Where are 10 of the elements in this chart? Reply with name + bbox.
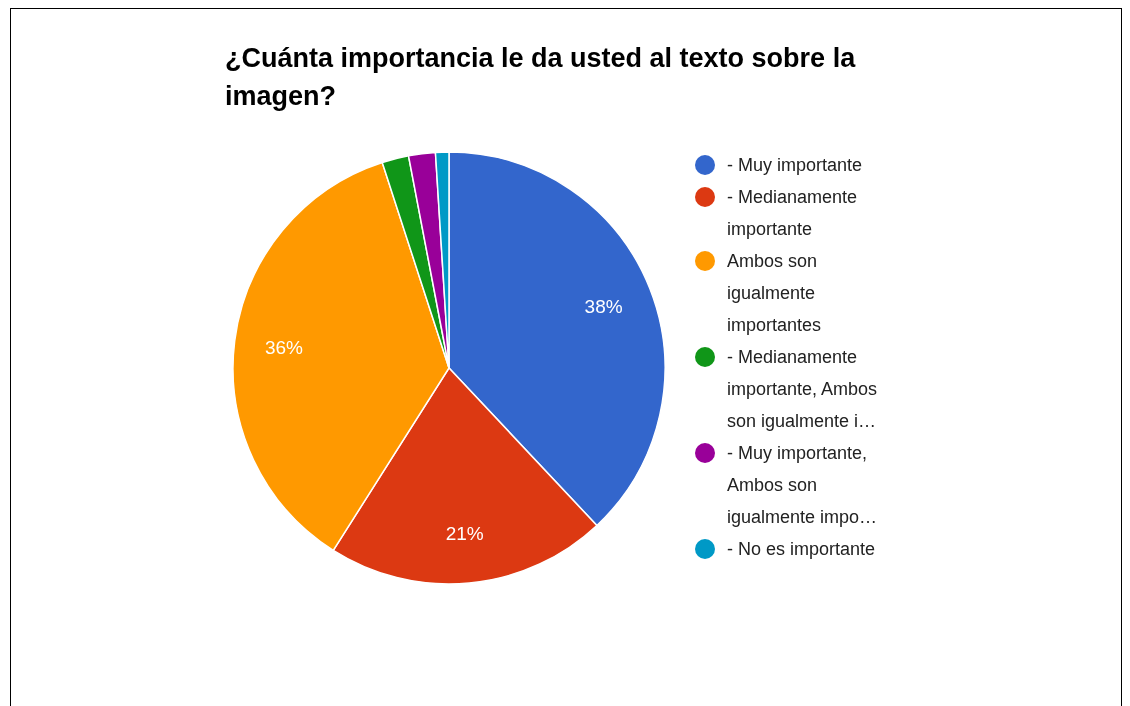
chart-title: ¿Cuánta importancia le da usted al texto sobre la imagen? [225,42,857,113]
data-label: 38% [584,296,623,318]
legend-label: - Muy importante, Ambos son igualmente impo… [727,442,879,529]
legend-label: Ambos son igualmente importantes [727,250,823,337]
data-label: 21% [445,523,484,545]
legend-label: - Medianamente importante [727,186,859,241]
legend-label: - Medianamente importante, Ambos son igualmente i… [727,346,879,433]
legend-label: - Muy importante [727,154,863,177]
legend-label: - No es importante [727,538,876,561]
data-label: 36% [264,336,304,358]
